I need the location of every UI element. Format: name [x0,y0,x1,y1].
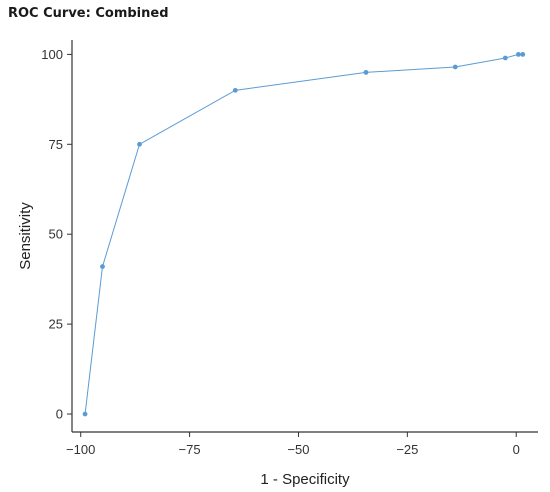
x-tick-label: 0 [513,442,520,457]
data-point [100,264,105,269]
data-point [516,51,521,57]
data-point [363,69,369,75]
data-point [82,411,88,417]
y-tick-label: 100 [41,47,63,62]
y-tick-label: 75 [49,137,63,152]
y-axis-title: Sensitivity [17,202,34,270]
axes [71,40,538,433]
data-point [520,51,526,57]
data-point [502,55,508,61]
data-point [137,141,142,147]
series [82,51,526,417]
x-axis-title: 1 - Specificity [260,471,350,488]
y-tick-label: 25 [49,317,63,332]
x-tick-label: −75 [179,442,201,457]
y-tick-label: 0 [56,407,63,422]
x-tick-label: −100 [66,442,95,457]
y-tick-label: 50 [49,227,63,242]
series-line [84,53,523,415]
data-point [452,64,458,70]
y-ticks: 0 25 50 75 100 [41,47,72,422]
x-ticks: −100 −75 −50 −25 0 [66,432,520,457]
x-tick-label: −50 [287,442,309,457]
data-point [232,87,238,93]
x-tick-label: −25 [396,442,418,457]
chart-title: ROC Curve: Combined [8,6,169,21]
